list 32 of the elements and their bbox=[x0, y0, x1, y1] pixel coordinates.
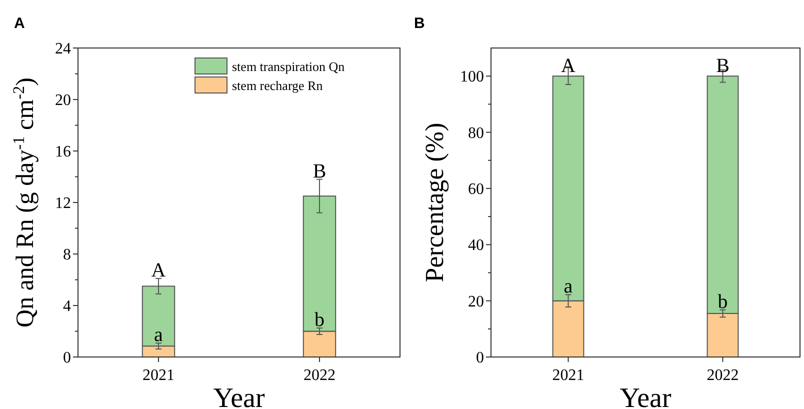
y-tick-label: 20 bbox=[55, 92, 71, 110]
x-tick-label: 2021 bbox=[142, 367, 174, 384]
y-tick-label: 4 bbox=[63, 298, 71, 316]
y-tick-label: 0 bbox=[63, 350, 71, 367]
chart-title: B bbox=[414, 15, 425, 32]
legend-label: stem transpiration Qn bbox=[232, 59, 346, 74]
annotation: b bbox=[718, 290, 728, 313]
x-tick-label: 2021 bbox=[552, 367, 584, 384]
annotation: a bbox=[154, 324, 164, 346]
y-tick-label: 8 bbox=[63, 246, 71, 264]
annotation: A bbox=[151, 259, 166, 282]
annotation: B bbox=[312, 160, 326, 182]
chart-title: A bbox=[14, 15, 25, 32]
y-axis-title: Percentage (%) bbox=[420, 122, 449, 282]
x-axis-title: Year bbox=[213, 383, 266, 409]
y-tick-label: 12 bbox=[55, 195, 71, 212]
x-axis-title: Year bbox=[620, 383, 672, 409]
y-tick-label: 20 bbox=[468, 293, 484, 310]
y-tick-label: 60 bbox=[468, 181, 484, 198]
x-tick-label: 2022 bbox=[304, 367, 336, 384]
annotation: A bbox=[561, 55, 576, 78]
y-tick-label: 80 bbox=[468, 124, 484, 142]
y-tick-label: 24 bbox=[55, 40, 71, 58]
annotation: b bbox=[314, 309, 324, 332]
annotation: a bbox=[564, 276, 573, 298]
annotation: B bbox=[716, 55, 730, 78]
x-tick-label: 2022 bbox=[706, 367, 739, 384]
y-tick-label: 100 bbox=[460, 68, 484, 86]
legend-label: stem recharge Rn bbox=[232, 78, 324, 93]
y-tick-label: 40 bbox=[468, 237, 484, 254]
y-tick-label: 16 bbox=[55, 144, 71, 161]
y-tick-label: 0 bbox=[476, 350, 484, 367]
